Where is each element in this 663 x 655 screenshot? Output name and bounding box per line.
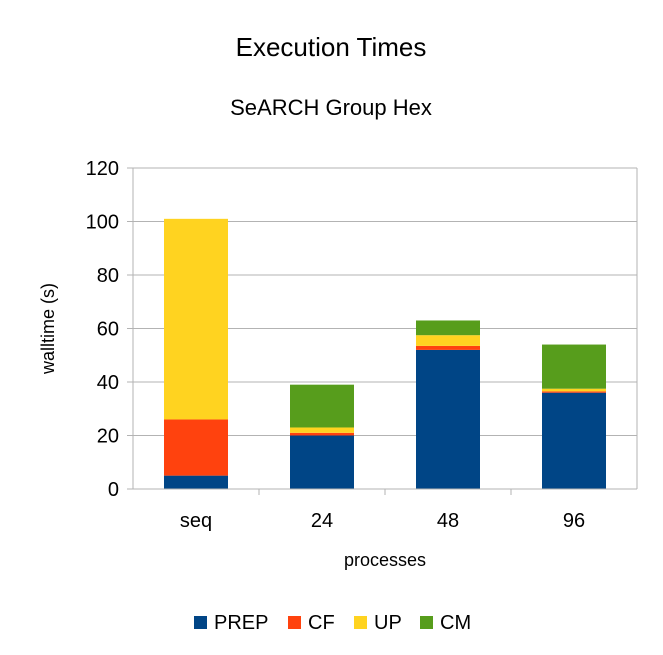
y-tick-label: 100 bbox=[86, 212, 119, 234]
bar-segment-cm bbox=[290, 384, 354, 428]
legend-label-cf: CF bbox=[308, 612, 335, 634]
bar-segment-cf bbox=[416, 345, 480, 350]
bar-segment-cm bbox=[416, 320, 480, 336]
y-tick-label: 0 bbox=[108, 479, 119, 501]
legend-label-up: UP bbox=[374, 612, 402, 634]
bar-segment-cf bbox=[542, 391, 606, 393]
bar-segment-up bbox=[542, 388, 606, 392]
legend: PREP CF UP CM bbox=[194, 612, 471, 634]
legend-label-prep: PREP bbox=[214, 612, 268, 634]
x-axis-label: processes bbox=[344, 550, 426, 570]
axes: 0 20 40 60 80 100 120 seq 24 48 96 bbox=[86, 158, 638, 532]
bar-segment-cm bbox=[542, 344, 606, 389]
legend-label-cm: CM bbox=[440, 612, 471, 634]
y-tick-label: 120 bbox=[86, 158, 119, 180]
bar-segment-prep bbox=[416, 349, 480, 489]
bars bbox=[164, 218, 606, 489]
bar-segment-up bbox=[416, 335, 480, 346]
y-tick-label: 40 bbox=[97, 372, 119, 394]
legend-swatch-prep bbox=[194, 616, 207, 629]
x-tick-label: 24 bbox=[311, 510, 333, 532]
legend-swatch-up bbox=[354, 616, 367, 629]
bar-segment-up bbox=[164, 218, 228, 420]
bar-segment-prep bbox=[164, 475, 228, 489]
x-tick-label: seq bbox=[180, 510, 212, 532]
bar-segment-prep bbox=[542, 392, 606, 489]
y-tick-label: 20 bbox=[97, 426, 119, 448]
legend-swatch-cm bbox=[420, 616, 433, 629]
chart-title: Execution Times bbox=[236, 32, 427, 62]
y-axis-label: walltime (s) bbox=[38, 283, 58, 375]
chart-subtitle: SeARCH Group Hex bbox=[230, 95, 432, 120]
y-tick-label: 60 bbox=[97, 319, 119, 341]
bar-segment-prep bbox=[290, 435, 354, 489]
x-tick-label: 96 bbox=[563, 510, 585, 532]
bar-segment-up bbox=[290, 427, 354, 433]
legend-swatch-cf bbox=[288, 616, 301, 629]
bar-segment-cf bbox=[164, 419, 228, 476]
x-tick-label: 48 bbox=[437, 510, 459, 532]
y-tick-label: 80 bbox=[97, 265, 119, 287]
bar-segment-cf bbox=[290, 432, 354, 436]
